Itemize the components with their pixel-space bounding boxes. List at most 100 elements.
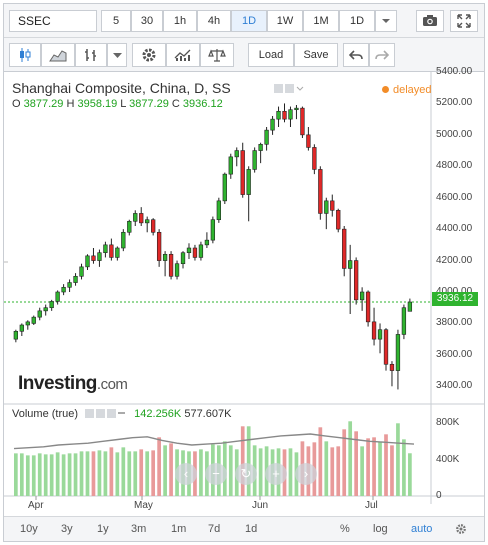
reset-button[interactable]: ↻ [235,463,257,485]
candle-body [216,200,221,221]
close-label: C [171,98,180,110]
candle-body [174,263,180,277]
redo-button[interactable] [369,43,395,67]
volume-bar [103,451,108,496]
candle-body [13,330,19,340]
range-1m[interactable]: 1m [171,523,187,535]
price-tick-label: 5400.00 [436,66,473,77]
range-3m[interactable]: 3m [131,523,147,535]
candle-body [383,329,389,365]
interval-1h-button[interactable]: 1h [163,10,197,32]
close-value: 3936.12 [182,98,223,110]
range-10y[interactable]: 10y [20,523,38,535]
save-button[interactable]: Save [294,43,338,67]
interval-dropdown-button[interactable] [375,10,397,32]
undo-button[interactable] [343,43,369,67]
camera-icon [423,15,437,26]
status-dot-icon [382,86,389,93]
chart-area[interactable]: Shanghai Composite, China, D, SS O 3877.… [4,66,484,514]
volume-bar [396,423,400,496]
volume-bar [288,448,293,496]
screenshot-button[interactable] [416,10,444,32]
candle-body [312,147,317,170]
volume-bar [151,450,156,496]
tools-toolbar: Load Save [4,38,484,72]
volume-bar [390,445,394,496]
candle-body [240,150,245,195]
last-price-tag: 3936.12 [432,292,478,306]
price-tick-label: 4800.00 [436,160,473,172]
price-tick-label: 5000.00 [436,128,473,140]
top-toolbar: SSEC 5 30 1h 4h 1D 1W 1M 1D [4,4,484,38]
area-type-button[interactable] [41,43,75,67]
gear-icon[interactable] [455,523,467,535]
fullscreen-button[interactable] [450,10,478,32]
candle-body [276,110,281,120]
load-button[interactable]: Load [248,43,294,67]
range-1d[interactable]: 1d [245,523,258,535]
candles-type-button[interactable] [9,43,41,67]
interval-1m-button[interactable]: 1M [303,10,339,32]
volume-bar [360,446,364,496]
candle-body [204,239,210,246]
log-toggle[interactable]: log [373,523,388,535]
zoom-out-button[interactable]: − [205,463,227,485]
volume-bar [402,439,406,496]
time-tick-label: Jul [365,500,378,511]
price-tick-label: 5200.00 [436,97,473,109]
interval-1d-button[interactable]: 1D [231,10,267,32]
candle-body [300,107,305,136]
volume-bar [79,451,84,496]
volume-bar [121,447,126,496]
candle-body [103,244,108,254]
volume-bar [336,446,341,496]
candle-body [306,134,311,148]
chart-type-dropdown[interactable] [107,43,127,67]
candle-body [97,252,102,261]
delayed-status: delayed [382,84,432,96]
volume-bar [199,449,203,496]
volume-bar [366,438,370,496]
settings-button[interactable] [132,43,166,67]
legend-settings-icon[interactable] [274,84,304,94]
price-tick-label: 4200.00 [436,254,473,266]
range-7d[interactable]: 7d [208,523,221,535]
interval-5-button[interactable]: 5 [101,10,131,32]
candle-body [55,291,60,302]
symbol-input[interactable]: SSEC [9,10,97,32]
volume-bar [342,429,347,496]
candle-body [145,219,150,224]
candle-body [288,109,293,120]
scroll-right-button[interactable]: › [295,463,317,485]
interval-1w-button[interactable]: 1W [267,10,303,32]
percent-toggle[interactable]: % [340,523,350,535]
volume-controls-icon[interactable] [85,409,127,419]
compare-button[interactable] [200,43,234,67]
chevron-down-icon [382,19,390,23]
candle-body [353,260,359,301]
indicators-button[interactable] [166,43,200,67]
bars-type-button[interactable] [75,43,107,67]
volume-bar [258,448,263,496]
time-tick-label: Jun [252,500,269,511]
volume-label: Volume (true) [12,408,79,420]
range-3y[interactable]: 3y [61,523,73,535]
candle-body [67,282,72,288]
candle-body [234,150,239,158]
interval-30-button[interactable]: 30 [131,10,163,32]
high-label: H [66,98,75,110]
candle-body [395,334,401,371]
auto-toggle[interactable]: auto [411,523,433,535]
interval-4h-button[interactable]: 4h [197,10,231,32]
volume-value: 142.256K [134,408,182,420]
volume-tick-label: 800K [436,417,460,429]
volume-bar [19,453,24,496]
interval-select[interactable]: 1D [339,10,375,32]
candle-body [359,291,365,301]
candle-body [79,266,84,277]
scroll-left-button[interactable]: ‹ [175,463,197,485]
zoom-in-button[interactable]: + [265,463,287,485]
low-label: L [120,98,127,110]
range-1y[interactable]: 1y [97,523,109,535]
area-chart-icon [49,50,67,62]
